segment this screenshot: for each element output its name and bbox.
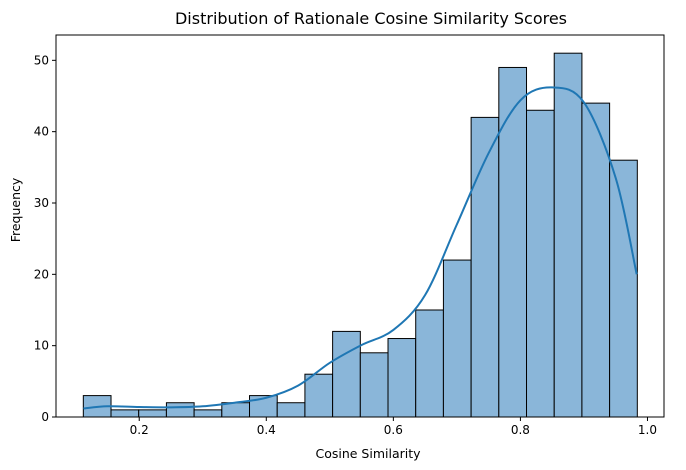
x-tick-label: 0.2	[130, 423, 149, 437]
y-tick-label: 10	[34, 339, 49, 353]
kde-layer	[83, 86, 638, 410]
histogram-bar	[526, 109, 555, 418]
plot-frame	[55, 34, 665, 418]
histogram-bar	[359, 352, 389, 418]
y-axis-label: Frequency	[8, 177, 23, 242]
histogram-bar	[221, 402, 251, 418]
histogram-bar	[332, 330, 361, 418]
histogram-bar	[138, 409, 167, 418]
x-tick-label: 0.8	[511, 423, 530, 437]
chart-title: Distribution of Rationale Cosine Similar…	[175, 9, 567, 28]
histogram-bar	[110, 409, 140, 418]
histogram-bar	[387, 338, 417, 418]
histogram-bar	[415, 309, 444, 418]
histogram-bar	[276, 402, 306, 418]
y-tick-label: 40	[34, 125, 49, 139]
x-tick-label: 0.4	[257, 423, 276, 437]
histogram-bar	[609, 159, 638, 418]
histogram-bar	[553, 52, 583, 418]
kde-line	[83, 86, 638, 410]
histogram-bar	[304, 373, 334, 418]
x-tick-label: 0.6	[384, 423, 403, 437]
x-axis-ticks: 0.2 0.4 0.6 0.8 1.0	[130, 417, 657, 437]
histogram-bar	[165, 402, 195, 418]
y-tick-label: 0	[41, 410, 49, 424]
x-tick-label: 1.0	[638, 423, 657, 437]
bars-layer	[82, 52, 638, 418]
y-tick-label: 50	[34, 53, 49, 67]
histogram-bar	[193, 409, 223, 418]
histogram-bar	[442, 259, 472, 418]
y-axis-ticks: 0 10 20 30 40 50	[34, 53, 56, 424]
x-axis-label: Cosine Similarity	[315, 446, 421, 461]
histogram-bar	[498, 66, 528, 418]
y-tick-label: 20	[34, 267, 49, 281]
y-tick-label: 30	[34, 196, 49, 210]
